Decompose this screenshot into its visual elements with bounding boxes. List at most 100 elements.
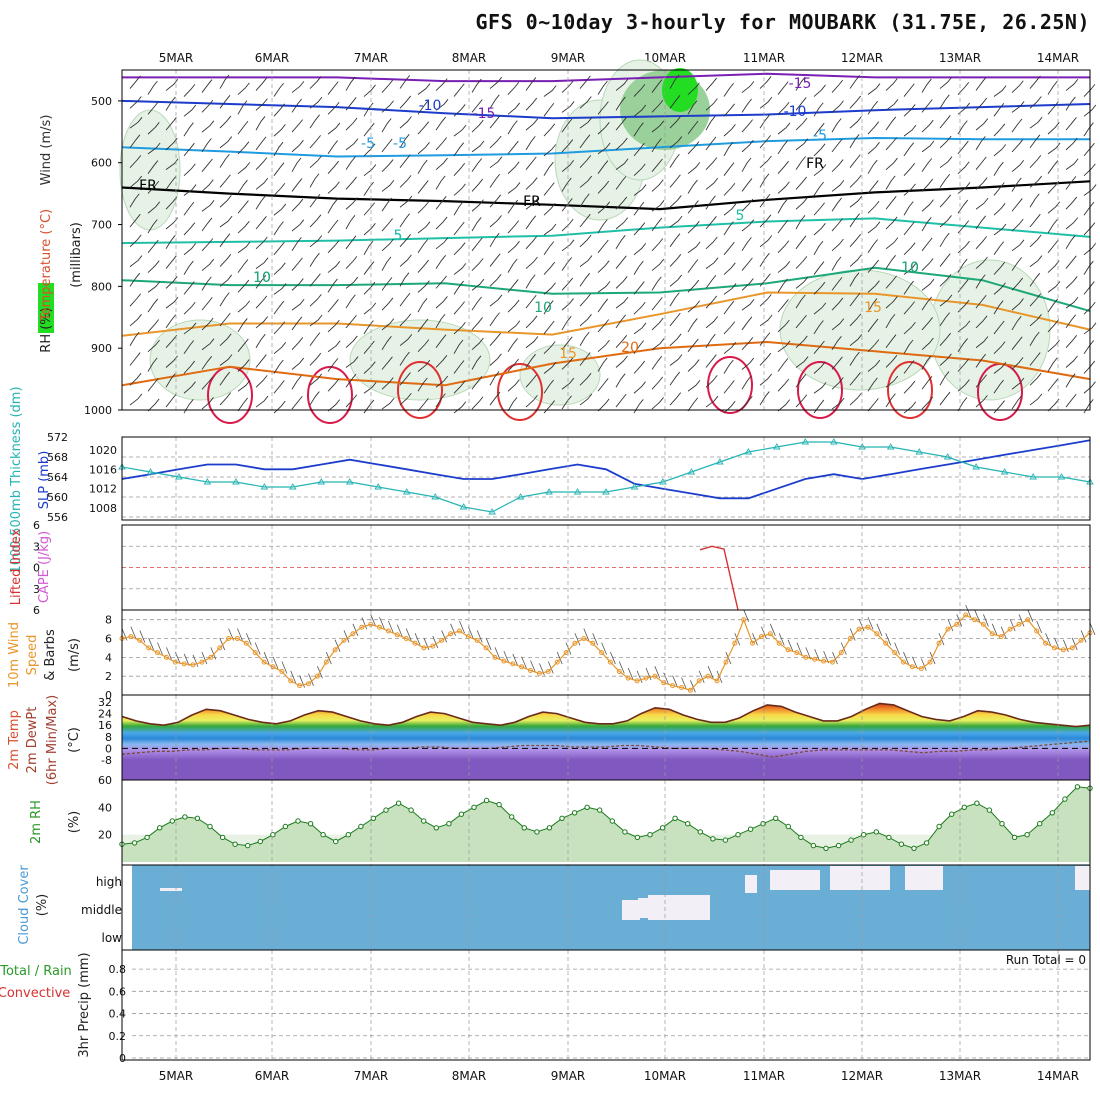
wind-barb: [255, 257, 269, 269]
rh-shade: [929, 259, 1051, 401]
wind-barb: [489, 371, 500, 386]
wind-barb: [489, 173, 501, 188]
rh-point: [483, 797, 490, 804]
wind-barb: [219, 74, 230, 89]
rh-point: [571, 810, 578, 816]
wind-barb-10m: [476, 630, 483, 643]
wind-barb: [255, 195, 266, 210]
wind-barb: [381, 118, 392, 133]
wind-barb: [759, 135, 771, 149]
wind-speed-point: [1078, 637, 1084, 643]
wind-barb: [327, 278, 338, 293]
wind-barb: [309, 294, 322, 307]
wind-barb: [291, 357, 305, 370]
wind-barb-10m: [521, 656, 527, 669]
wind-barb: [417, 142, 430, 155]
wind-barb: [597, 398, 610, 412]
wind-barb: [237, 241, 251, 254]
wind-barb: [399, 392, 412, 406]
wind-speed-point: [936, 640, 942, 646]
wind-barb: [435, 116, 447, 131]
wind-barb: [363, 122, 375, 137]
wind-barb: [165, 96, 176, 111]
wind-barb: [543, 241, 555, 256]
wind-barb: [885, 216, 898, 230]
wind-barb: [219, 292, 230, 307]
wind-barb: [237, 259, 249, 273]
thickness-marker: [431, 493, 439, 500]
wind-barb: [291, 139, 304, 153]
axis-label-wind: Speed: [25, 635, 40, 676]
wind-barb: [147, 281, 161, 293]
wind-speed-point: [998, 634, 1004, 640]
wind-barb: [651, 238, 664, 252]
rh-point: [509, 814, 515, 820]
wind-barb: [165, 255, 177, 269]
slp-line: [121, 439, 1091, 500]
wind-barb: [579, 96, 592, 109]
wind-barb: [849, 292, 861, 307]
wind-barb: [453, 360, 465, 374]
wind-barb: [435, 137, 448, 151]
wind-tick: 6: [105, 633, 112, 646]
wind-barb: [579, 331, 590, 346]
rh-point: [207, 823, 213, 830]
wind-barb: [237, 220, 250, 234]
wind-barb: [255, 236, 268, 250]
wind-barb: [993, 362, 1007, 374]
wind-barb: [921, 140, 935, 153]
wind-barb: [1029, 372, 1042, 386]
wind-speed-point: [679, 685, 684, 690]
wind-barb: [1065, 276, 1078, 289]
wind-barb: [129, 272, 141, 287]
wind-barb: [489, 94, 500, 109]
wind-barb: [291, 257, 303, 271]
wind-barb: [1083, 222, 1096, 236]
wind-barb-10m: [734, 633, 741, 646]
wind-barb: [255, 77, 267, 91]
contour-label: 20: [621, 340, 639, 356]
axis-label-wind: (m/s): [67, 638, 82, 672]
wind-barb: [867, 339, 880, 353]
wind-barb: [687, 397, 699, 412]
rh-point: [1049, 810, 1056, 816]
wind-barb: [237, 82, 250, 95]
wind-barb: [129, 134, 141, 149]
wind-barb: [363, 223, 376, 236]
wind-barb: [759, 252, 770, 267]
wind-barb-10m: [690, 680, 696, 693]
wind-barb: [1065, 373, 1076, 388]
contour-label: FR: [523, 194, 541, 210]
wind-barb: [147, 142, 161, 155]
wind-barb: [129, 96, 142, 109]
wind-barb: [147, 239, 159, 254]
wind-barb: [669, 174, 681, 188]
wind-barb: [975, 77, 987, 91]
wind-barb: [993, 161, 1004, 176]
wind-barb: [849, 154, 861, 168]
rh-point: [219, 834, 226, 841]
wind-barb: [471, 78, 482, 93]
wind-barb-10m: [1045, 633, 1051, 646]
wind-barb: [237, 318, 248, 333]
wind-barb: [921, 296, 932, 311]
wind-barb: [867, 83, 881, 95]
wind-speed-point: [1069, 645, 1075, 651]
wind-barb: [561, 159, 575, 173]
wind-barb: [633, 281, 645, 295]
wind-barb: [723, 400, 736, 414]
wind-barb: [183, 104, 197, 117]
axis-label-slp: SLP (mb): [37, 451, 52, 510]
wind-barb: [435, 313, 446, 329]
wind-barb-10m: [1018, 614, 1025, 627]
rh-point: [157, 825, 163, 831]
wind-barb: [471, 296, 482, 311]
wind-barb: [219, 215, 233, 228]
wind-barb: [201, 99, 214, 113]
wind-barb-10m: [539, 663, 545, 676]
wind-barb: [705, 98, 718, 111]
wind-barb: [327, 261, 341, 273]
wind-barb: [417, 318, 429, 333]
wind-barb: [669, 195, 682, 208]
cloud-patch: [770, 870, 820, 890]
